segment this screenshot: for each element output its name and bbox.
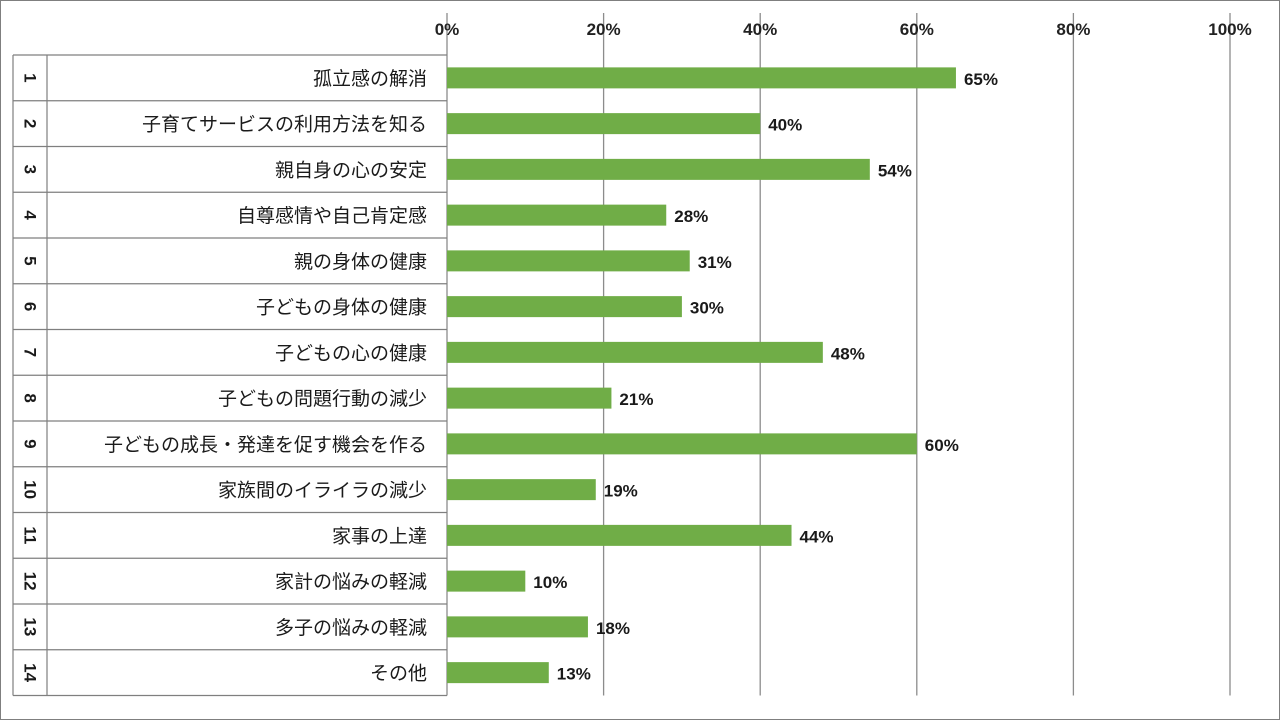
- row-number: 1: [21, 73, 40, 82]
- bar: [447, 570, 526, 592]
- category-label: 親の身体の健康: [294, 251, 427, 273]
- category-label: 子育てサービスの利用方法を知る: [142, 114, 427, 136]
- x-tick-label: 80%: [1056, 20, 1090, 39]
- row-number: 8: [21, 393, 40, 402]
- category-label: 家事の上達: [332, 525, 427, 547]
- bar: [447, 204, 667, 226]
- row-number: 7: [21, 348, 40, 357]
- bar: [447, 296, 682, 318]
- row-number: 12: [21, 572, 40, 591]
- bar: [447, 524, 792, 546]
- row-number: 13: [21, 617, 40, 636]
- data-label: 28%: [674, 207, 708, 226]
- row-number: 5: [21, 256, 40, 265]
- data-label: 31%: [698, 253, 732, 272]
- data-label: 60%: [925, 436, 959, 455]
- data-labels: 65% 40% 54% 28% 31% 30% 48% 21% 60% 19% 44% 10% 18% 1…: [533, 70, 998, 684]
- category-label: その他: [370, 663, 427, 685]
- bar: [447, 387, 612, 409]
- category-label: 多子の悩みの軽減: [275, 617, 427, 639]
- row-number: 4: [21, 210, 40, 220]
- bar: [447, 662, 549, 684]
- row-number: 6: [21, 302, 40, 311]
- bar: [447, 341, 823, 363]
- data-label: 44%: [800, 527, 834, 546]
- x-tick-label: 60%: [900, 20, 934, 39]
- x-tick-label: 20%: [587, 20, 621, 39]
- data-label: 54%: [878, 161, 912, 180]
- row-number: 3: [21, 165, 40, 174]
- data-label: 13%: [557, 665, 591, 684]
- data-label: 10%: [533, 573, 567, 592]
- category-label: 家計の悩みの軽減: [275, 571, 427, 593]
- category-label: 子どもの心の健康: [275, 342, 427, 364]
- data-label: 21%: [619, 390, 653, 409]
- row-number: 11: [21, 526, 40, 544]
- row-number: 2: [21, 119, 40, 128]
- x-tick-label: 40%: [743, 20, 777, 39]
- bar: [447, 158, 870, 180]
- bar: [447, 67, 956, 89]
- bar: [447, 433, 917, 455]
- category-label: 子どもの成長・発達を促す機会を作る: [104, 434, 427, 456]
- x-tick-label: 100%: [1208, 20, 1251, 39]
- row-number: 10: [21, 480, 40, 499]
- bar: [447, 113, 761, 135]
- category-labels: 1 孤立感の解消 2 子育てサービスの利用方法を知る 3 親自身の心の安定 4 自尊感情や自己…: [21, 68, 428, 685]
- category-label: 子どもの身体の健康: [256, 297, 427, 319]
- bar: [447, 479, 596, 501]
- category-label: 孤立感の解消: [313, 68, 427, 90]
- category-label: 家族間のイライラの減少: [218, 480, 427, 502]
- row-number: 9: [21, 439, 40, 448]
- row-number: 14: [21, 663, 40, 682]
- category-label: 自尊感情や自己肯定感: [237, 205, 427, 227]
- data-label: 18%: [596, 619, 630, 638]
- data-label: 19%: [604, 482, 638, 501]
- data-label: 65%: [964, 70, 998, 89]
- bar: [447, 616, 588, 638]
- data-label: 48%: [831, 344, 865, 363]
- data-label: 30%: [690, 299, 724, 318]
- bars: [447, 67, 956, 684]
- x-axis-tick-labels: 0% 20% 40% 60% 80% 100%: [435, 20, 1252, 39]
- category-label: 親自身の心の安定: [275, 159, 427, 181]
- data-label: 40%: [768, 116, 802, 135]
- x-tick-label: 0%: [435, 20, 460, 39]
- category-label: 子どもの問題行動の減少: [218, 388, 427, 410]
- row-dividers: [12, 54, 447, 697]
- bar: [447, 250, 690, 272]
